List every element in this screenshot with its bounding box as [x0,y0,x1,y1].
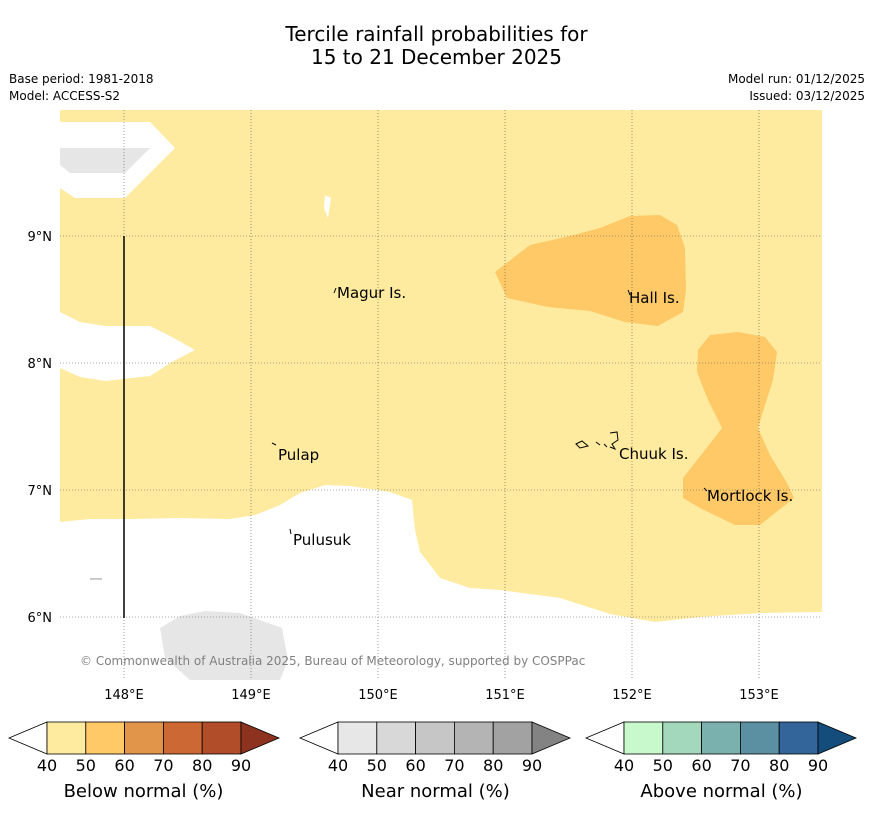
colorbar-below-extend-low [7,721,48,755]
issued-date: Issued: 03/12/2025 [749,89,865,103]
colorbar-above-tick: 60 [691,756,711,775]
colorbar-below-extend-high [240,721,281,755]
lat-label: 7°N [28,484,53,499]
place-label-hall: Hall Is. [629,289,680,307]
colorbar-near-bin [337,721,378,755]
chart-title-line2: 15 to 21 December 2025 [310,45,562,69]
colorbar-below-bin [124,721,164,755]
colorbar-near-tick: 80 [483,756,503,775]
near-normal-patch-south [160,611,288,680]
colorbar-above-tick: 40 [614,756,634,775]
lat-label: 9°N [28,230,53,245]
colorbar-below-tick: 80 [192,756,212,775]
below-normal-60-mortlock [683,332,794,525]
colorbar-near-tick: 60 [405,756,425,775]
colorbar-group: 40 50 60 70 80 90 40 50 60 70 80 90 40 50 60 70 80 90 [7,721,858,775]
colorbar-above-tick: 70 [730,756,750,775]
colorbar-above-tick: 90 [808,756,828,775]
colorbar-below-bin [85,721,126,755]
lon-label: 150°E [358,688,398,703]
place-label-pulap: Pulap [278,446,319,464]
base-period: Base period: 1981-2018 [9,72,154,86]
colorbar-below-bin [46,721,87,755]
colorbar-below-bin [201,721,242,755]
colorbar-below-tick: 40 [37,756,57,775]
latitude-labels: 9°N 8°N 7°N 6°N [28,230,53,626]
white-speck [324,195,331,218]
place-label-pulusuk: Pulusuk [293,531,351,549]
colorbar-below-bin [162,721,203,755]
colorbar-above-bin [662,721,702,755]
colorbar-near-bin [415,721,455,755]
lon-label: 148°E [104,688,144,703]
colorbar-label-below: Below normal (%) [63,781,224,802]
colorbar-below-tick: 70 [153,756,173,775]
colorbar-below-tick: 90 [231,756,251,775]
copyright-text: © Commonwealth of Australia 2025, Bureau… [80,654,585,668]
chart-title-line1: Tercile rainfall probabilities for [285,22,588,46]
colorbar-near-bin [453,721,494,755]
lat-label: 6°N [28,611,53,626]
near-normal-patch-north [60,148,150,173]
gridlines [60,110,822,680]
longitude-labels: 148°E 149°E 150°E 151°E 152°E 153°E [104,688,779,703]
lon-label: 149°E [231,688,271,703]
colorbar-above-extend-high [817,721,858,755]
lat-label: 8°N [28,357,53,372]
model-run: Model run: 01/12/2025 [727,72,865,86]
white-gap-middle [60,312,195,381]
lon-label: 152°E [612,688,652,703]
colorbar-above-tick: 50 [653,756,673,775]
place-label-magur: Magur Is. [337,284,406,302]
tiny-shape [90,578,102,580]
colorbar-above-tick: 80 [769,756,789,775]
model-name: Model: ACCESS-S2 [9,89,121,103]
colorbar-near-bin [492,721,533,755]
colorbar-near-tick: 70 [444,756,464,775]
island-outlines [271,287,708,535]
place-label-chuuk: Chuuk Is. [619,445,688,463]
colorbar-near-tick: 90 [522,756,542,775]
colorbar-near-extend-high [531,721,572,755]
colorbar-near-bin [376,721,416,755]
place-label-mortlock: Mortlock Is. [707,487,793,505]
colorbar-label-above: Above normal (%) [640,781,803,802]
colorbar-near-tick: 40 [328,756,348,775]
colorbar-above-bin [623,721,664,755]
lon-label: 153°E [739,688,779,703]
colorbar-near-extend-low [298,721,339,755]
colorbar-near-tick: 50 [367,756,387,775]
colorbar-above-bin [701,721,741,755]
colorbar-above-extend-low [584,721,625,755]
lon-label: 151°E [485,688,525,703]
colorbar-below-tick: 50 [76,756,96,775]
colorbar-above-bin [778,721,819,755]
colorbar-below-tick: 60 [114,756,134,775]
colorbar-above-bin [740,721,780,755]
colorbar-label-near: Near normal (%) [361,781,510,802]
below-normal-60-hall [495,215,686,326]
